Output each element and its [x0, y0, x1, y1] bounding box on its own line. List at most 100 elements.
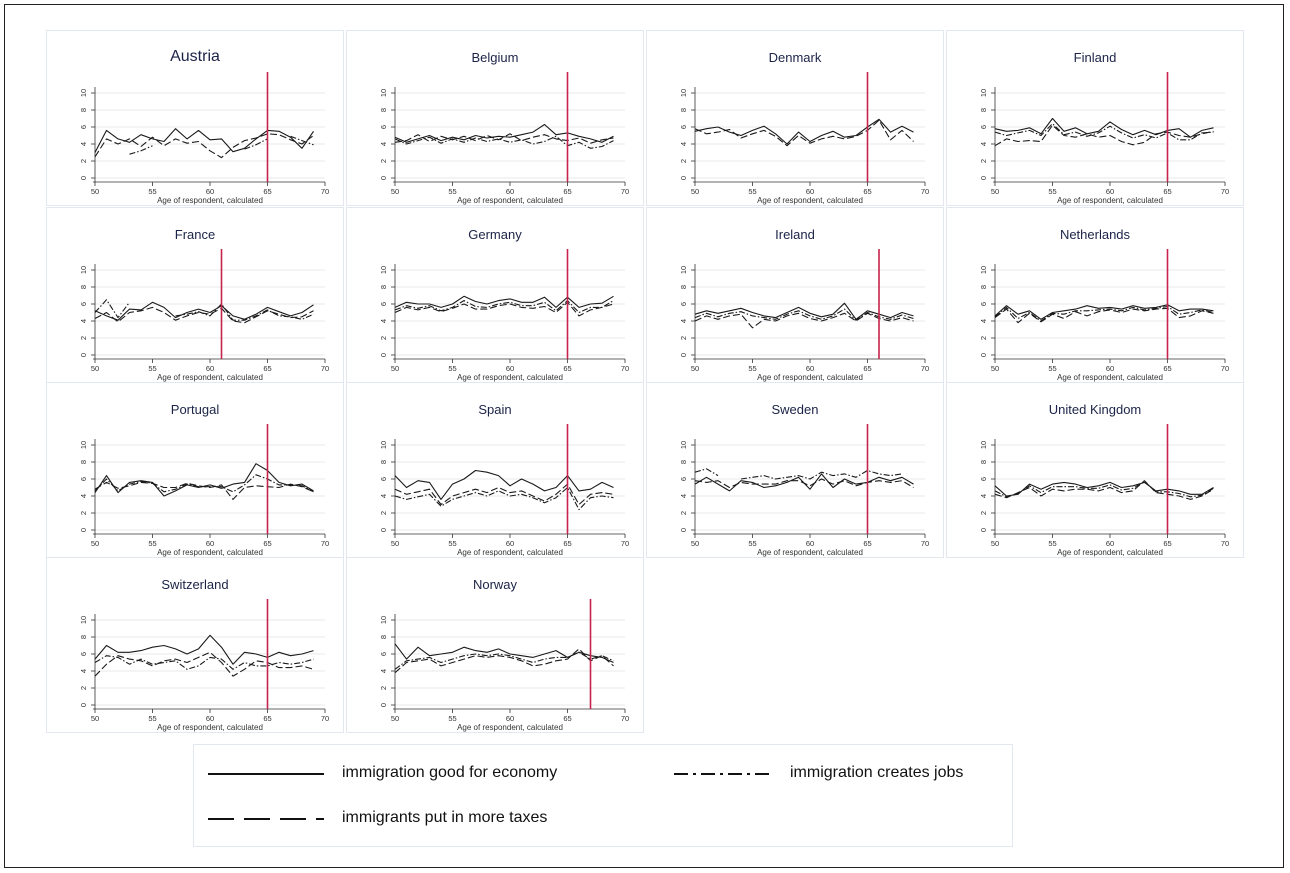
y-tick-label: 10 — [379, 441, 388, 449]
series-line-economy — [394, 643, 614, 664]
series-line-economy — [994, 117, 1214, 138]
y-tick-label: 4 — [679, 494, 688, 498]
x-tick-label: 55 — [448, 187, 456, 196]
x-tick-label: 70 — [921, 364, 929, 373]
x-tick-label: 55 — [748, 364, 756, 373]
y-tick-label: 2 — [679, 159, 688, 163]
panel-france: France 0 2 4 6 8 10 50 55 60 65 70 Age of respondent… — [46, 207, 344, 383]
y-tick-label: 6 — [79, 125, 88, 129]
panel-title: Finland — [1073, 50, 1117, 65]
x-tick-label: 65 — [263, 187, 271, 196]
y-tick-label: 0 — [379, 353, 388, 357]
x-tick-label: 50 — [91, 187, 99, 196]
series-line-jobs — [394, 135, 614, 149]
x-tick-label: 70 — [621, 714, 629, 723]
series-line-economy — [394, 123, 614, 143]
series-line-jobs — [994, 305, 1214, 322]
series-line-taxes — [94, 651, 314, 677]
series-line-economy — [394, 469, 614, 500]
x-tick-label: 50 — [391, 539, 399, 548]
y-tick-label: 4 — [379, 319, 388, 323]
y-tick-label: 6 — [679, 477, 688, 481]
y-tick-label: 10 — [979, 441, 988, 449]
x-tick-label: 50 — [991, 364, 999, 373]
x-tick-label: 50 — [391, 187, 399, 196]
y-tick-label: 10 — [679, 89, 688, 97]
x-tick-label: 70 — [321, 539, 329, 548]
panel-title: Austria — [170, 48, 220, 65]
y-tick-label: 2 — [379, 159, 388, 163]
x-tick-label: 70 — [921, 539, 929, 548]
x-tick-label: 65 — [1163, 364, 1171, 373]
y-tick-label: 8 — [679, 108, 688, 112]
y-tick-label: 10 — [379, 616, 388, 624]
panel-spain: Spain 0 2 4 6 8 10 50 55 60 65 70 Age of respondent,… — [346, 382, 644, 558]
y-tick-label: 4 — [79, 494, 88, 498]
panel-plot: 0 2 4 6 8 10 50 55 60 65 70 Age of respondent, calc… — [979, 249, 1229, 382]
y-tick-label: 4 — [79, 142, 88, 146]
series-line-taxes — [994, 124, 1214, 147]
x-tick-label: 65 — [263, 539, 271, 548]
x-tick-label: 55 — [748, 187, 756, 196]
x-tick-label: 60 — [206, 539, 214, 548]
x-tick-label: 60 — [806, 364, 814, 373]
y-tick-label: 6 — [79, 477, 88, 481]
y-tick-label: 6 — [79, 302, 88, 306]
panel-title: Belgium — [471, 50, 519, 65]
series-line-economy — [694, 302, 914, 320]
x-tick-label: 50 — [691, 187, 699, 196]
panel-title: Denmark — [768, 50, 822, 65]
series-line-economy — [94, 301, 314, 321]
y-tick-label: 0 — [979, 353, 988, 357]
series-line-taxes — [94, 306, 314, 324]
x-tick-label: 70 — [621, 187, 629, 196]
x-tick-label: 60 — [506, 187, 514, 196]
y-tick-label: 0 — [679, 353, 688, 357]
x-tick-label: 70 — [921, 187, 929, 196]
y-tick-label: 4 — [379, 494, 388, 498]
y-tick-label: 2 — [379, 336, 388, 340]
x-tick-label: 55 — [148, 364, 156, 373]
x-tick-label: 60 — [1106, 539, 1114, 548]
y-tick-label: 4 — [679, 319, 688, 323]
y-tick-label: 4 — [979, 494, 988, 498]
x-tick-label: 70 — [321, 714, 329, 723]
x-axis-label: Age of respondent, calculated — [157, 723, 263, 732]
y-tick-label: 2 — [679, 511, 688, 515]
y-tick-label: 8 — [979, 108, 988, 112]
panel-plot: 0 2 4 6 8 10 50 55 60 65 70 Age of respondent, calc… — [79, 249, 329, 382]
x-tick-label: 60 — [206, 364, 214, 373]
legend-label-economy: immigration good for economy — [342, 764, 558, 781]
y-tick-label: 4 — [79, 669, 88, 673]
y-tick-label: 8 — [79, 285, 88, 289]
series-line-jobs — [394, 486, 614, 511]
x-tick-label: 60 — [506, 714, 514, 723]
y-tick-label: 0 — [379, 176, 388, 180]
y-tick-label: 2 — [379, 511, 388, 515]
x-tick-label: 65 — [863, 539, 871, 548]
x-tick-label: 50 — [991, 187, 999, 196]
panel-denmark: Denmark 0 2 4 6 8 10 50 55 60 65 70 Age of responden… — [646, 30, 944, 206]
series-line-economy — [694, 473, 914, 492]
panel-plot: 0 2 4 6 8 10 50 55 60 65 70 Age of respondent, calc… — [379, 599, 629, 732]
y-tick-label: 6 — [379, 302, 388, 306]
panel-title: Ireland — [775, 227, 815, 242]
x-tick-label: 70 — [321, 364, 329, 373]
panel-austria: Austria 0 2 4 6 8 10 50 55 60 65 70 Age of responden… — [46, 30, 344, 206]
panel-plot: 0 2 4 6 8 10 50 55 60 65 70 Age of respondent, calc… — [679, 424, 929, 557]
x-axis-label: Age of respondent, calculated — [457, 196, 563, 205]
series-line-taxes — [694, 312, 914, 329]
y-tick-label: 10 — [379, 89, 388, 97]
x-axis-label: Age of respondent, calculated — [1057, 548, 1163, 557]
series-line-jobs — [694, 468, 903, 480]
panel-plot: 0 2 4 6 8 10 50 55 60 65 70 Age of respondent, calc… — [979, 424, 1229, 557]
y-tick-label: 10 — [79, 89, 88, 97]
y-tick-label: 4 — [979, 319, 988, 323]
panel-germany: Germany 0 2 4 6 8 10 50 55 60 65 70 Age of responden… — [346, 207, 644, 383]
y-tick-label: 0 — [679, 176, 688, 180]
panel-belgium: Belgium 0 2 4 6 8 10 50 55 60 65 70 Age of responden… — [346, 30, 644, 206]
y-tick-label: 10 — [979, 89, 988, 97]
x-tick-label: 55 — [148, 714, 156, 723]
panel-title: Netherlands — [1059, 227, 1131, 242]
y-tick-label: 2 — [379, 686, 388, 690]
